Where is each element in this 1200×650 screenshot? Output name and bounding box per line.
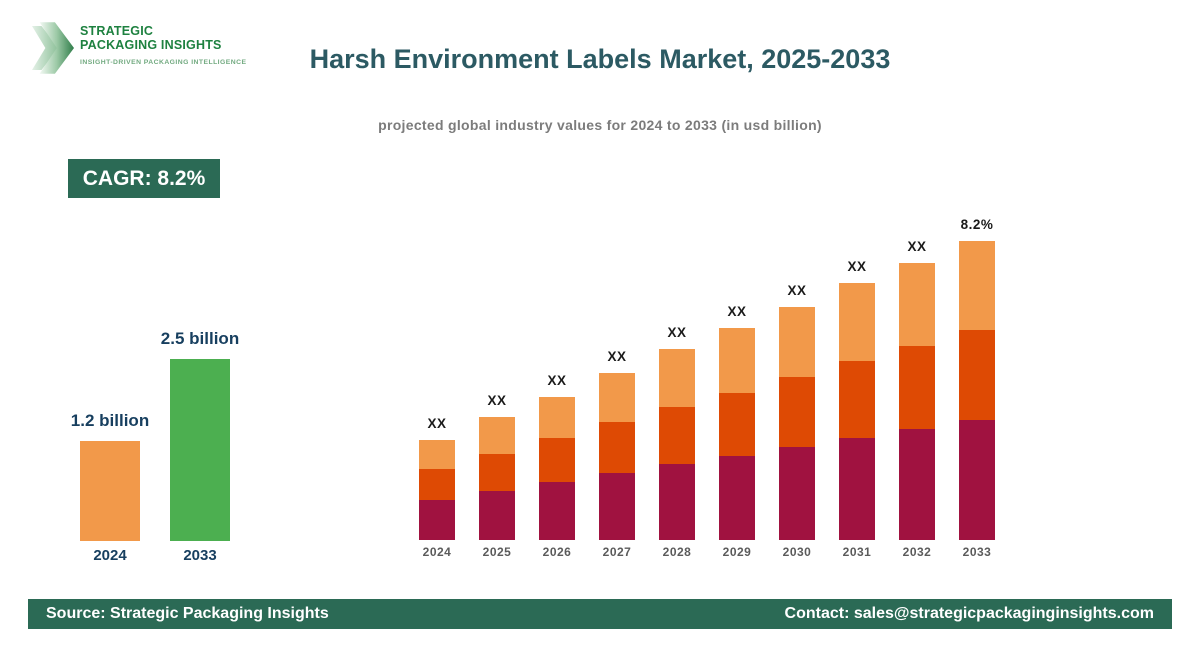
logo-name: STRATEGIC PACKAGING INSIGHTS	[80, 24, 246, 52]
bottom-segment	[899, 429, 935, 540]
logo: STRATEGIC PACKAGING INSIGHTS INSIGHT-DRI…	[32, 18, 246, 74]
bar-value-label: XX	[787, 283, 807, 298]
top-segment	[479, 417, 515, 454]
projection-bar-2032	[899, 263, 935, 540]
bottom-segment	[659, 464, 695, 540]
top-segment	[539, 397, 575, 438]
middle-segment	[419, 469, 455, 500]
bar-value-label: XX	[727, 304, 747, 319]
bottom-segment	[539, 482, 575, 540]
bar-value-label: XX	[667, 325, 687, 340]
logo-tagline: INSIGHT-DRIVEN PACKAGING INTELLIGENCE	[80, 59, 247, 66]
bottom-segment	[719, 456, 755, 540]
middle-segment	[599, 422, 635, 473]
middle-segment	[839, 361, 875, 438]
top-segment	[419, 440, 455, 469]
footer-bar: Source: Strategic Packaging Insights Con…	[28, 599, 1172, 629]
middle-segment	[719, 393, 755, 456]
bar-value-label: XX	[847, 259, 867, 274]
middle-segment	[539, 438, 575, 482]
logo-name-line1: STRATEGIC	[80, 24, 154, 38]
bar-year-label: 2032	[902, 545, 932, 559]
summary-bar-2024	[80, 441, 140, 541]
logo-text: STRATEGIC PACKAGING INSIGHTS INSIGHT-DRI…	[80, 18, 246, 66]
bar-year-label: 2031	[842, 545, 872, 559]
projection-bar-2026	[539, 397, 575, 540]
bar-value-label: XX	[487, 393, 507, 408]
top-segment	[599, 373, 635, 422]
top-segment	[839, 283, 875, 361]
bottom-segment	[959, 420, 995, 540]
projection-bar-2031	[839, 283, 875, 540]
bar-year-label: 2033	[962, 545, 992, 559]
footer-contact-text: Contact: sales@strategicpackaginginsight…	[784, 605, 1154, 622]
middle-segment	[959, 330, 995, 420]
projection-bar-2030	[779, 307, 815, 540]
footer-source-text: Source: Strategic Packaging Insights	[46, 605, 329, 622]
projection-chart: XX 2024 XX 2025 XX 2026 XX 2027 XX 2028 XX 2029 XX 20…	[419, 217, 996, 559]
projection-bar-2029	[719, 328, 755, 540]
bar-year-label: 2026	[542, 545, 572, 559]
bar-value-label: XX	[607, 349, 627, 364]
projection-bar-2027	[599, 373, 635, 540]
top-segment	[959, 241, 995, 330]
bar-value-label: 8.2%	[960, 217, 994, 232]
top-segment	[899, 263, 935, 346]
summary-year-label: 2024	[93, 547, 127, 564]
middle-segment	[779, 377, 815, 447]
summary-value-label: 1.2 billion	[70, 411, 150, 430]
bar-year-label: 2025	[482, 545, 512, 559]
bar-year-label: 2028	[662, 545, 692, 559]
bar-year-label: 2024	[422, 545, 452, 559]
projection-bar-2033	[959, 241, 995, 540]
bar-value-label: XX	[547, 373, 567, 388]
summary-chart: 1.2 billion 2024 2.5 billion 2033	[71, 329, 239, 564]
projection-bar-2028	[659, 349, 695, 540]
logo-chevron-icon	[32, 22, 74, 74]
top-segment	[659, 349, 695, 407]
bottom-segment	[419, 500, 455, 540]
projection-bar-2024	[419, 440, 455, 540]
page-subtitle: projected global industry values for 202…	[378, 117, 822, 133]
bar-year-label: 2030	[782, 545, 812, 559]
summary-year-label: 2033	[183, 547, 217, 564]
top-segment	[719, 328, 755, 393]
summary-value-label: 2.5 billion	[160, 329, 240, 348]
bar-value-label: XX	[427, 416, 447, 431]
bottom-segment	[479, 491, 515, 540]
bar-year-label: 2027	[602, 545, 632, 559]
bottom-segment	[599, 473, 635, 540]
logo-name-line2: PACKAGING INSIGHTS	[80, 37, 222, 52]
cagr-badge: CAGR: 8.2%	[68, 159, 220, 198]
page-title: Harsh Environment Labels Market, 2025-20…	[309, 44, 891, 74]
bar-value-label: XX	[907, 239, 927, 254]
top-segment	[779, 307, 815, 377]
middle-segment	[479, 454, 515, 491]
projection-bar-2025	[479, 417, 515, 540]
bottom-segment	[839, 438, 875, 540]
bottom-segment	[779, 447, 815, 540]
middle-segment	[899, 346, 935, 429]
summary-bar-2033	[170, 359, 230, 541]
middle-segment	[659, 407, 695, 464]
bar-year-label: 2029	[722, 545, 752, 559]
